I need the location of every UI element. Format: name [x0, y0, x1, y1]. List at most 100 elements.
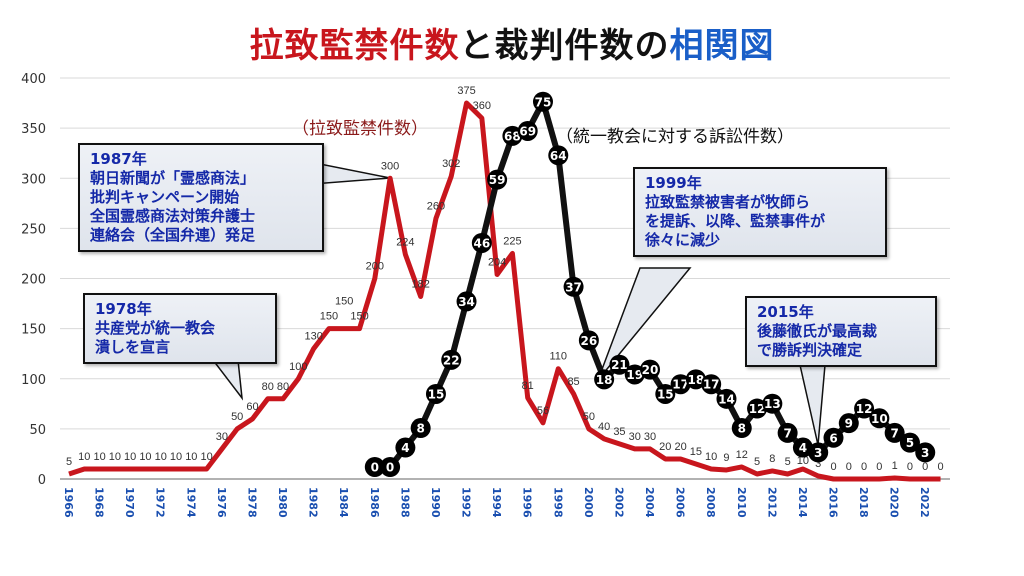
data-point-lawsuits [502, 125, 523, 146]
data-label-lawsuits: 46 [473, 236, 490, 250]
data-point-lawsuits [838, 413, 859, 434]
data-label-abduction: 5 [754, 456, 760, 468]
callout-1987: 1987年 朝日新聞が「霊感商法」 批判キャンペーン開始 全国霊感商法対策弁護士… [78, 143, 324, 252]
data-label-abduction: 10 [185, 451, 197, 463]
data-label-lawsuits: 4 [401, 441, 409, 455]
y-tick-label: 350 [21, 122, 46, 137]
data-point-lawsuits [716, 388, 737, 409]
data-point-lawsuits [487, 169, 508, 190]
data-label-abduction: 130 [304, 331, 322, 343]
data-label-lawsuits: 7 [890, 426, 898, 440]
y-tick-label: 400 [21, 72, 46, 87]
data-label-abduction: 10 [139, 451, 151, 463]
callout-line: 1987年 [90, 150, 147, 168]
y-tick-label: 150 [21, 323, 46, 338]
data-label-lawsuits: 6 [829, 431, 837, 445]
data-point-lawsuits [731, 418, 752, 439]
data-point-lawsuits [624, 364, 645, 385]
data-label-abduction: 0 [876, 461, 882, 473]
x-tick-label: 1978 [245, 487, 258, 518]
data-point-lawsuits [792, 437, 813, 458]
data-label-abduction: 10 [109, 451, 121, 463]
callout-1999: 1999年 拉致監禁被害者が牧師ら を提訴、以降、監禁事件が 徐々に減少 [633, 167, 887, 257]
data-point-lawsuits [777, 422, 798, 443]
data-label-lawsuits: 0 [386, 461, 394, 475]
data-label-abduction: 3 [815, 458, 821, 470]
x-tick-label: 1992 [460, 487, 473, 518]
data-label-abduction: 60 [246, 401, 258, 413]
data-point-lawsuits [548, 145, 569, 166]
data-label-abduction: 30 [216, 431, 228, 443]
y-tick-label: 250 [21, 222, 46, 237]
data-label-abduction: 182 [411, 279, 429, 291]
data-label-abduction: 204 [488, 256, 506, 268]
data-point-lawsuits [823, 427, 844, 448]
x-tick-label: 2004 [643, 487, 656, 518]
data-label-abduction: 10 [124, 451, 136, 463]
data-point-lawsuits [425, 383, 446, 404]
y-tick-label: 50 [29, 423, 46, 438]
callout-line: 後藤徹氏が最高裁 [757, 322, 878, 340]
data-label-abduction: 0 [922, 461, 928, 473]
x-tick-label: 1986 [368, 487, 381, 518]
callout-line: 拉致監禁被害者が牧師ら [645, 193, 811, 211]
y-tick-label: 300 [21, 172, 46, 187]
x-tick-label: 1980 [276, 487, 289, 518]
x-tick-label: 2022 [918, 487, 931, 518]
data-point-lawsuits [609, 354, 630, 375]
data-label-lawsuits: 19 [626, 368, 643, 382]
data-label-abduction: 150 [350, 311, 368, 323]
data-label-abduction: 260 [427, 200, 445, 212]
x-tick-label: 1970 [123, 487, 136, 518]
chart-title: 拉致監禁件数と裁判件数の相関図 [0, 18, 1024, 67]
data-point-lawsuits [441, 349, 462, 370]
x-tick-label: 1996 [521, 487, 534, 518]
callout-pointer [597, 267, 692, 381]
data-label-lawsuits: 17 [672, 378, 689, 392]
data-point-lawsuits [854, 398, 875, 419]
callout-line: で勝訴判決確定 [757, 341, 863, 359]
callout-line: 徐々に減少 [645, 231, 721, 249]
data-label-abduction: 375 [457, 85, 475, 97]
x-tick-label: 1984 [337, 487, 350, 518]
data-label-abduction: 10 [200, 451, 212, 463]
callout-line: 共産党が統一教会 [95, 319, 216, 337]
data-label-lawsuits: 3 [814, 446, 822, 460]
data-label-abduction: 110 [550, 351, 568, 363]
data-point-lawsuits [701, 374, 722, 395]
data-label-abduction: 10 [170, 451, 182, 463]
x-tick-label: 1988 [398, 487, 411, 518]
data-label-abduction: 8 [769, 453, 775, 465]
data-point-lawsuits [747, 398, 768, 419]
data-label-abduction: 224 [396, 236, 414, 248]
data-label-lawsuits: 34 [458, 295, 475, 309]
data-label-lawsuits: 5 [906, 436, 914, 450]
x-tick-label: 1990 [429, 487, 442, 518]
data-label-abduction: 5 [785, 456, 791, 468]
data-label-lawsuits: 17 [703, 378, 720, 392]
data-label-abduction: 0 [937, 461, 943, 473]
data-label-abduction: 50 [231, 411, 243, 423]
callout-line: 朝日新聞が「霊感商法」 [90, 169, 256, 187]
data-label-abduction: 56 [537, 405, 549, 417]
title-part-correlation: 相関図 [669, 26, 775, 66]
data-label-lawsuits: 37 [565, 280, 582, 294]
x-tick-label: 2002 [612, 487, 625, 518]
data-label-abduction: 5 [66, 456, 72, 468]
data-label-abduction: 30 [629, 431, 641, 443]
data-point-lawsuits [456, 291, 477, 312]
title-part-abduction: 拉致監禁件数 [249, 26, 460, 66]
x-tick-label: 1994 [490, 487, 503, 518]
title-part-trials: と裁判件数の [459, 26, 670, 66]
data-label-lawsuits: 75 [535, 95, 552, 109]
data-label-lawsuits: 18 [688, 373, 705, 387]
callout-line: を提訴、以降、監禁事件が [645, 212, 826, 230]
x-tick-label: 1974 [184, 487, 197, 518]
data-label-abduction: 0 [846, 461, 852, 473]
data-label-abduction: 300 [381, 160, 399, 172]
data-label-abduction: 10 [155, 451, 167, 463]
x-tick-label: 2018 [857, 487, 870, 518]
data-point-lawsuits [808, 442, 829, 463]
data-label-abduction: 80 [277, 381, 289, 393]
